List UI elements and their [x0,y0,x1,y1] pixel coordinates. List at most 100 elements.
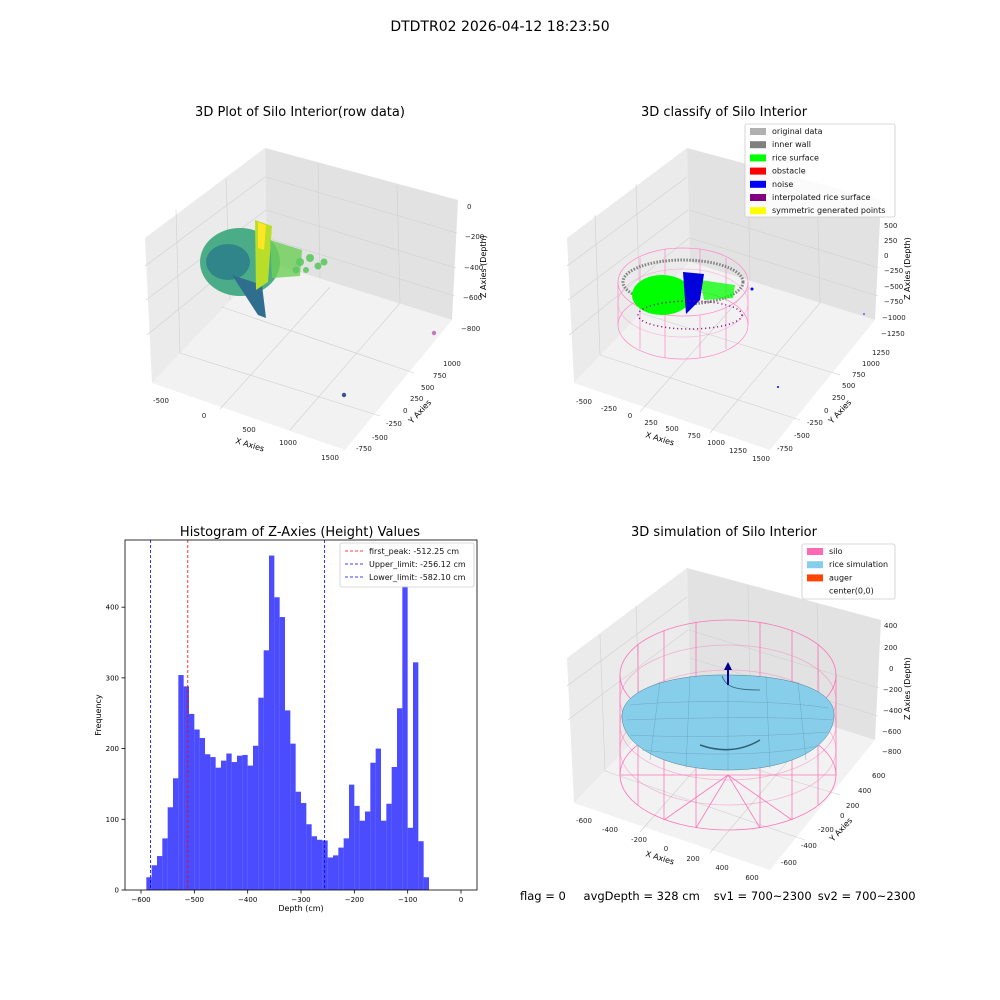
legend-label: obstacle [772,167,806,176]
histogram-bar [269,555,275,890]
classify-x-ticks: -500 -250 0 250 500 750 1000 1250 1500 [576,398,770,463]
svg-text:0: 0 [824,407,828,415]
classify-point-cloud [621,258,865,388]
histogram-bar [311,836,317,890]
raw-panel-title: 3D Plot of Silo Interior(row data) [195,105,405,120]
sv2-text: sv2 = 700~2300 [817,889,916,903]
histogram-bar [413,662,419,890]
simulation-panel: 3D simulation of Silo Interior [566,525,912,882]
histogram-vlines [150,540,325,890]
histogram-bar [157,856,163,890]
legend-label: original data [772,127,823,136]
histogram-bar [285,710,291,890]
svg-text:200: 200 [884,644,897,652]
svg-text:1500: 1500 [321,454,339,462]
svg-text:-250: -250 [807,419,823,427]
classify-z-axis-label: Z Axies (Depth) [903,237,912,300]
svg-text:-600: -600 [781,859,797,867]
svg-text:0: 0 [889,665,893,673]
svg-text:−200: −200 [465,233,484,241]
svg-text:-200: -200 [631,836,647,844]
legend-swatch [807,548,823,555]
legend-label: auger [829,573,853,582]
svg-text:−750: −750 [884,298,903,306]
svg-text:750: 750 [687,432,700,440]
histogram-x-tick-label: −500 [185,896,204,904]
svg-text:-750: -750 [356,445,372,453]
legend-label: noise [772,180,793,189]
raw-data-panel: 3D Plot of Silo Interior(row data) [144,105,488,462]
histogram-bar [343,838,349,890]
histogram-bar [173,778,179,890]
simulation-x-axis-label: X Axies [644,849,675,866]
svg-text:−1000: −1000 [882,314,906,322]
svg-text:1250: 1250 [729,447,747,455]
svg-text:-500: -500 [153,397,169,405]
classify-y-axis-label: Y Axies [826,398,853,426]
svg-text:500: 500 [242,426,255,434]
svg-text:-750: -750 [777,445,793,453]
histogram-bar [370,762,376,890]
svg-text:400: 400 [858,787,871,795]
legend-label: center(0,0) [829,587,874,596]
simulation-legend-entries: silo rice simulation auger center(0,0) [807,547,888,596]
svg-text:−1250: −1250 [881,330,905,338]
histogram-bar [333,855,339,890]
histogram-bar [237,755,243,890]
histogram-bar [274,597,280,890]
sv1-text: sv1 = 700~2300 [713,889,812,903]
svg-text:250: 250 [644,419,657,427]
svg-text:250: 250 [832,394,845,402]
classify-legend: original data inner wall rice surface obsta… [744,123,896,218]
histogram-bar [253,745,259,890]
histogram-bar [354,805,360,890]
svg-text:1500: 1500 [752,455,770,463]
svg-text:200: 200 [846,802,859,810]
svg-text:-400: -400 [602,826,618,834]
svg-text:−400: −400 [883,707,902,715]
histogram-bar [295,791,301,890]
histogram-bar [146,877,152,890]
histogram-bar [215,767,221,890]
svg-text:0: 0 [467,203,471,211]
histogram-bar [386,803,392,890]
svg-text:−500: −500 [884,283,903,291]
histogram-y-tick-label: 400 [106,604,119,612]
histogram-bar [402,585,408,890]
histogram-bar [162,838,168,890]
histogram-bar [231,762,237,890]
svg-text:−200: −200 [883,686,902,694]
histogram-bar [189,713,195,890]
legend-swatch [750,141,766,149]
svg-text:1000: 1000 [862,360,880,368]
svg-text:-500: -500 [794,432,810,440]
histogram-bar [365,811,371,890]
raw-x-axis-label: X Axies [234,436,265,453]
legend-label: inner wall [772,140,811,149]
histogram-legend-label: Lower_limit: -582.10 cm [369,573,466,582]
figure-suptitle: DTDTR02 2026-04-12 18:23:50 [390,19,609,35]
raw-x-ticks: -500 0 500 1000 1500 [153,397,339,462]
histogram-bar [317,839,323,890]
legend-swatch [750,128,766,135]
svg-text:1000: 1000 [279,439,297,447]
flag-text: flag = 0 [520,889,566,903]
histogram-bar [242,754,248,890]
histogram-bar [349,784,355,890]
svg-text:1000: 1000 [707,439,725,447]
classify-y-ticks: -750 -500 -250 0 250 500 750 1000 1250 [777,349,890,453]
histogram-bar [258,697,264,890]
svg-text:-500: -500 [372,434,388,442]
histogram-legend: first_peak: -512.25 cm Upper_limit: -256.… [339,542,475,588]
histogram-title: Histogram of Z-Axies (Height) Values [180,525,420,540]
simulation-rice-surface [621,674,835,771]
histogram-bar [391,766,397,890]
raw-z-ticks: 0 −200 −400 −600 −800 [461,203,484,333]
histogram-bar [167,807,173,890]
legend-label: silo [829,547,843,556]
legend-label: rice surface [772,153,819,162]
histogram-bar [418,841,424,890]
histogram-bar [338,847,344,890]
histogram-x-tick-label: −200 [345,896,364,904]
auger-marker [724,662,732,685]
